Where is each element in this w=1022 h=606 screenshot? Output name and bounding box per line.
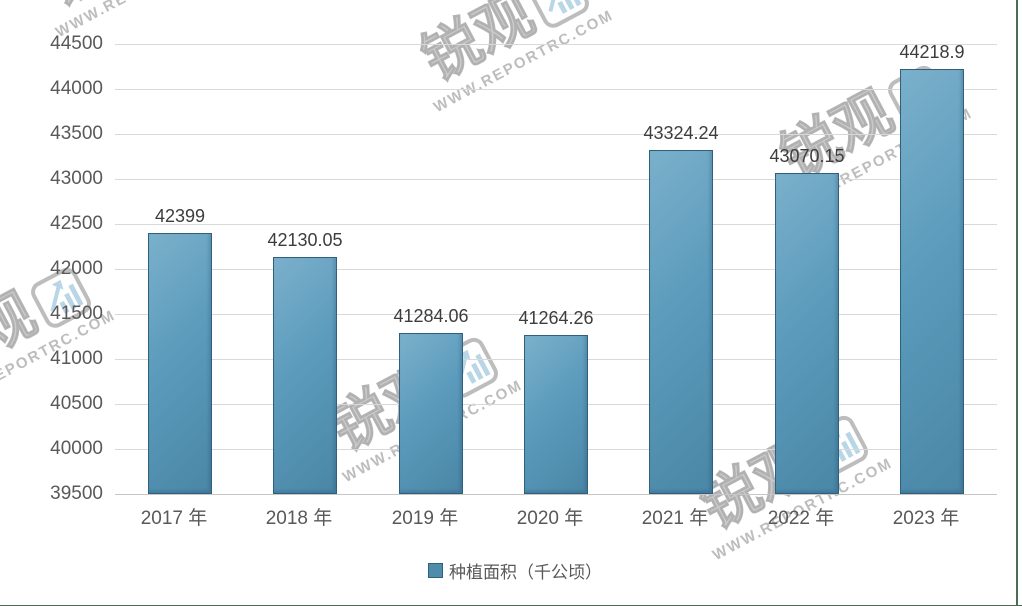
y-axis-tick-label: 44000 xyxy=(50,78,103,99)
value-label: 44218.9 xyxy=(899,42,965,62)
x-axis-label: 2018 年 xyxy=(265,508,333,529)
x-axis-line xyxy=(115,494,997,495)
legend-marker-square xyxy=(428,563,443,578)
value-label: 43324.24 xyxy=(643,123,719,143)
x-axis-label: 2021 年 xyxy=(641,508,709,529)
bar-2020 xyxy=(524,335,588,494)
right-border-line xyxy=(1016,0,1018,605)
gridline xyxy=(115,224,997,225)
x-axis-label: 2020 年 xyxy=(516,508,584,529)
y-axis-tick-label: 40000 xyxy=(50,438,103,459)
value-label: 41284.06 xyxy=(393,306,469,326)
bar-2017 xyxy=(148,233,212,494)
gridline xyxy=(115,269,997,270)
x-axis-label: 2023 年 xyxy=(892,508,960,529)
bar-2021 xyxy=(649,150,713,494)
legend: 种植面积（千公顷） xyxy=(0,558,1022,583)
gridline xyxy=(115,134,997,135)
value-label: 42399 xyxy=(154,206,206,226)
bar-2023 xyxy=(900,69,964,494)
bar-2018 xyxy=(273,257,337,494)
value-label: 43070.15 xyxy=(769,146,845,166)
bar-2019 xyxy=(399,333,463,494)
y-axis-tick-label: 42000 xyxy=(50,258,103,279)
x-axis-label: 2022 年 xyxy=(767,508,835,529)
y-axis-tick-label: 41500 xyxy=(50,303,103,324)
x-axis-label: 2017 年 xyxy=(140,508,208,529)
value-label: 42130.05 xyxy=(267,230,343,250)
value-label: 41264.26 xyxy=(518,308,594,328)
legend-label: 种植面积（千公顷） xyxy=(449,563,602,582)
gridline xyxy=(115,179,997,180)
y-axis-tick-label: 43000 xyxy=(50,168,103,189)
y-axis-tick-label: 41000 xyxy=(50,348,103,369)
y-axis-tick-label: 44500 xyxy=(50,33,103,54)
gridline xyxy=(115,44,997,45)
y-axis-tick-label: 40500 xyxy=(50,393,103,414)
y-axis-tick-label: 42500 xyxy=(50,213,103,234)
gridline xyxy=(115,314,997,315)
bar-2022 xyxy=(775,173,839,494)
x-axis-label: 2019 年 xyxy=(391,508,459,529)
gridline xyxy=(115,89,997,90)
y-axis-tick-label: 43500 xyxy=(50,123,103,144)
y-axis-tick-label: 39500 xyxy=(50,483,103,504)
